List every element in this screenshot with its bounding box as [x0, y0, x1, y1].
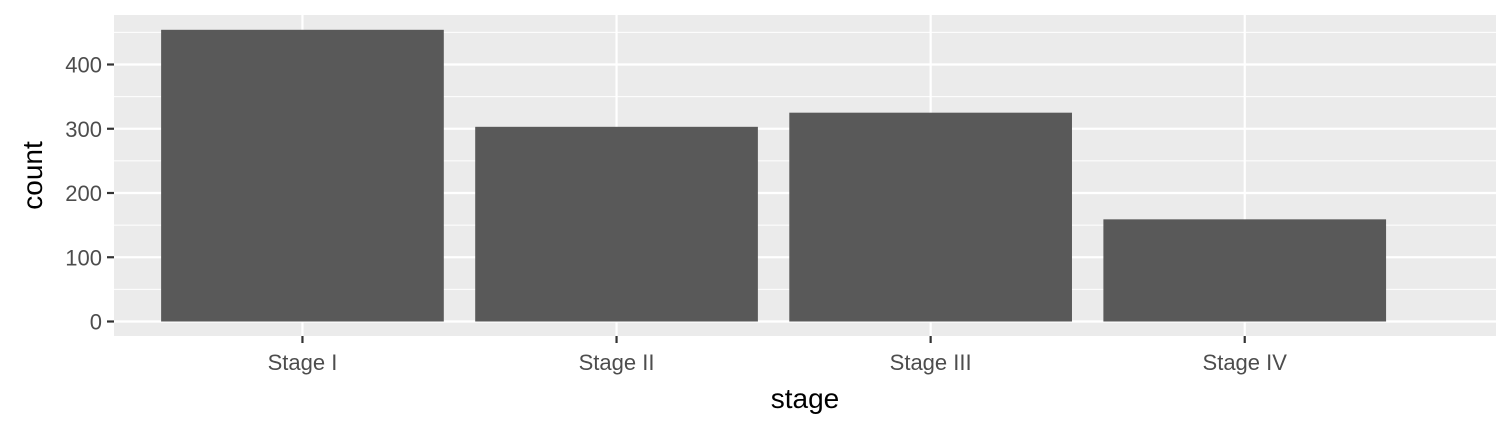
bar [789, 112, 1072, 322]
bar [475, 126, 758, 322]
bar [161, 29, 444, 322]
y-tick-label: 100 [65, 245, 102, 270]
x-axis: Stage I Stage II Stage III Stage IV [268, 336, 1288, 375]
y-tick-label: 0 [90, 310, 102, 335]
y-axis-title: count [17, 141, 48, 210]
x-tick-label: Stage I [268, 350, 338, 375]
bars [161, 29, 1387, 322]
x-tick-label: Stage III [890, 350, 972, 375]
x-tick-label: Stage IV [1203, 350, 1288, 375]
x-axis-title: stage [771, 383, 840, 414]
bar [1103, 219, 1387, 322]
y-tick-label: 200 [65, 181, 102, 206]
y-tick-label: 400 [65, 53, 102, 78]
x-tick-label: Stage II [579, 350, 655, 375]
y-tick-label: 300 [65, 117, 102, 142]
y-axis: 0 100 200 300 400 [65, 53, 114, 335]
